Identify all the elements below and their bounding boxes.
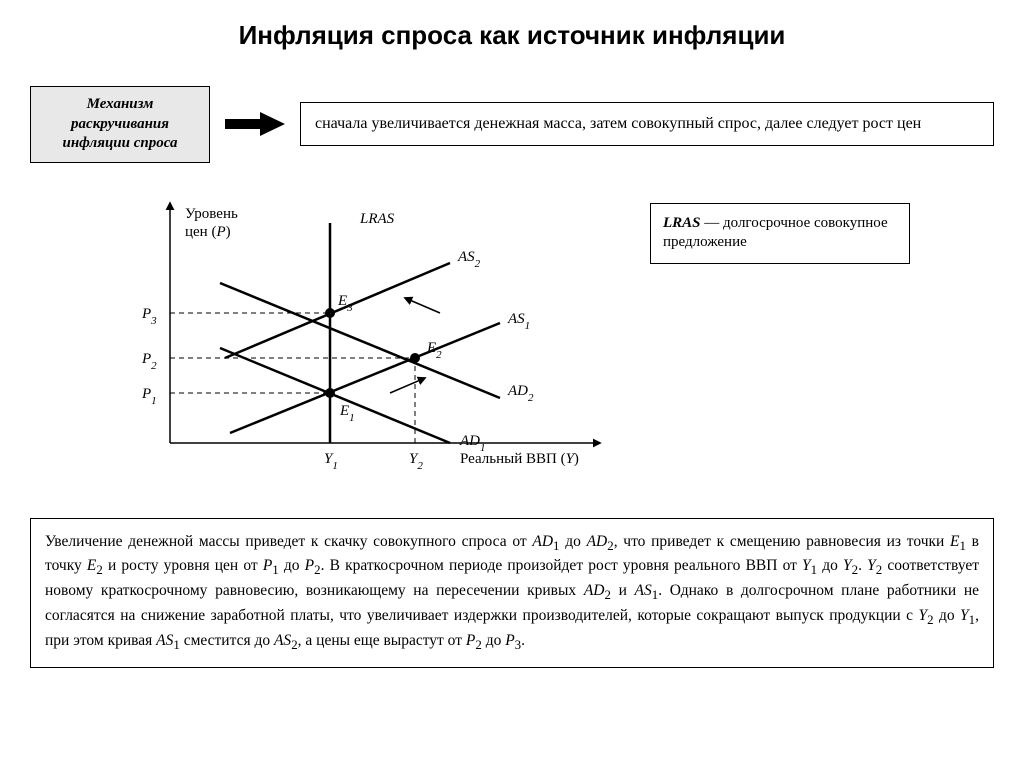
svg-text:P2: P2 bbox=[141, 351, 157, 372]
svg-text:Уровень: Уровень bbox=[185, 206, 238, 222]
svg-text:E1: E1 bbox=[339, 403, 355, 424]
svg-text:E2: E2 bbox=[426, 340, 442, 361]
svg-text:P1: P1 bbox=[141, 386, 157, 407]
explanation-box: Увеличение денежной массы приведет к ска… bbox=[30, 518, 994, 668]
arrow-right-icon bbox=[225, 109, 285, 139]
adas-chart: Уровень цен (P) Реальный ВВП (Y) P1 P2 P3 Y1 Y2… bbox=[30, 183, 630, 498]
svg-text:AD2: AD2 bbox=[507, 383, 534, 404]
mechanism-box: Механизм раскручивания инфляции спроса bbox=[30, 86, 210, 163]
middle-row: Уровень цен (P) Реальный ВВП (Y) P1 P2 P3 Y1 Y2… bbox=[30, 183, 994, 498]
description-box: сначала увеличивается денежная масса, за… bbox=[300, 102, 994, 146]
lras-definition-box: LRAS — долгосрочное совокупное предложен… bbox=[650, 203, 910, 264]
svg-text:Y2: Y2 bbox=[409, 451, 423, 472]
svg-text:AS1: AS1 bbox=[507, 311, 530, 332]
page-title: Инфляция спроса как источник инфляции bbox=[30, 20, 994, 51]
svg-text:цен (P): цен (P) bbox=[185, 224, 231, 240]
top-row: Механизм раскручивания инфляции спроса с… bbox=[30, 86, 994, 163]
svg-text:P3: P3 bbox=[141, 306, 157, 327]
svg-text:LRAS: LRAS bbox=[359, 211, 395, 227]
svg-text:AS2: AS2 bbox=[457, 249, 481, 270]
lras-abbr: LRAS bbox=[663, 215, 701, 231]
svg-text:Y1: Y1 bbox=[324, 451, 338, 472]
svg-text:Реальный ВВП (Y): Реальный ВВП (Y) bbox=[460, 451, 579, 467]
